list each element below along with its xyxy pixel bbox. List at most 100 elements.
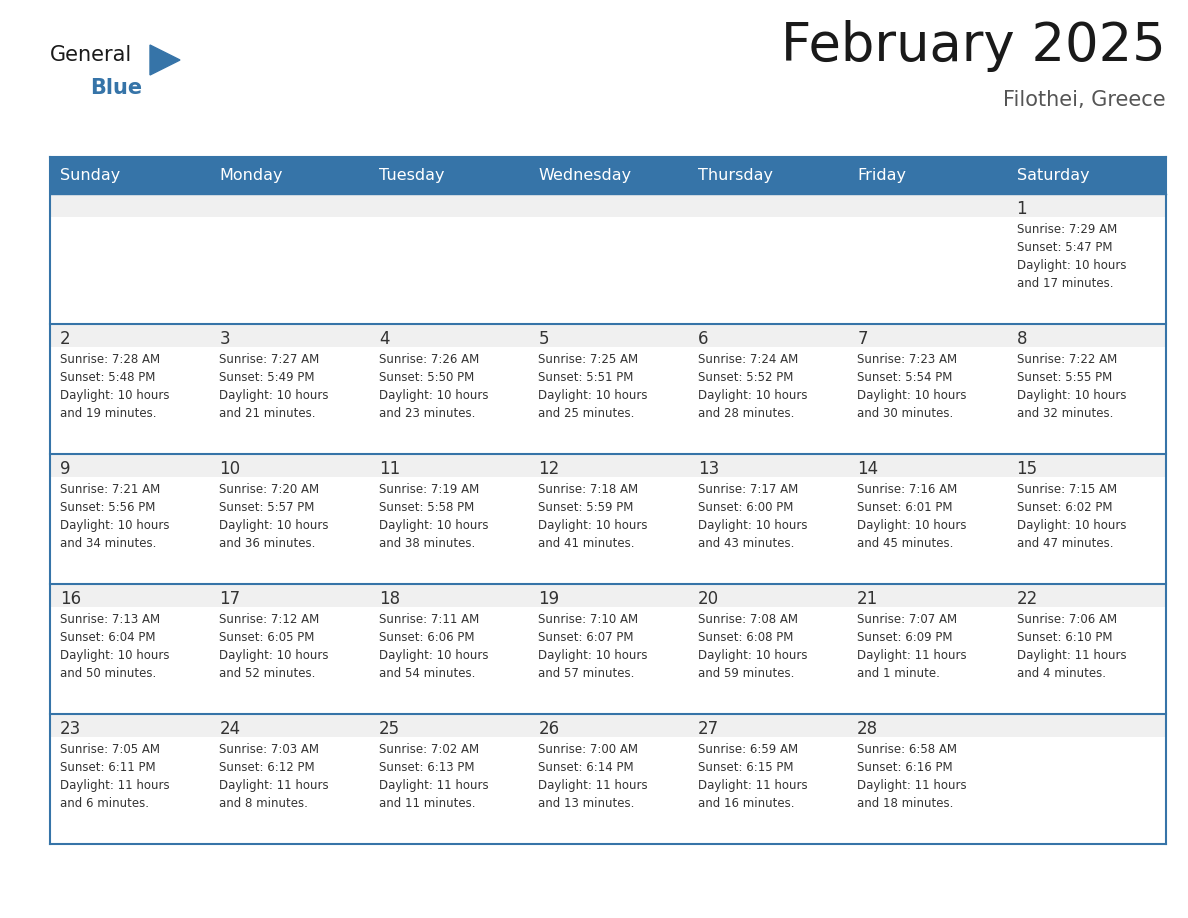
Text: Sunrise: 7:25 AM: Sunrise: 7:25 AM [538, 353, 638, 366]
Text: Sunset: 6:08 PM: Sunset: 6:08 PM [697, 632, 794, 644]
Text: Sunrise: 7:13 AM: Sunrise: 7:13 AM [61, 613, 160, 626]
Text: Filothei, Greece: Filothei, Greece [1004, 90, 1165, 110]
Text: Sunrise: 7:12 AM: Sunrise: 7:12 AM [220, 613, 320, 626]
Text: Sunday: Sunday [61, 168, 120, 183]
Text: Sunrise: 6:59 AM: Sunrise: 6:59 AM [697, 744, 798, 756]
Text: Daylight: 10 hours: Daylight: 10 hours [379, 389, 488, 402]
Text: Sunset: 6:02 PM: Sunset: 6:02 PM [1017, 501, 1112, 514]
Text: 23: 23 [61, 720, 81, 738]
Text: Sunset: 5:55 PM: Sunset: 5:55 PM [1017, 372, 1112, 385]
Text: Tuesday: Tuesday [379, 168, 444, 183]
Text: Sunrise: 7:07 AM: Sunrise: 7:07 AM [858, 613, 958, 626]
Text: Sunrise: 7:29 AM: Sunrise: 7:29 AM [1017, 223, 1117, 237]
Text: Sunrise: 7:23 AM: Sunrise: 7:23 AM [858, 353, 958, 366]
Text: 12: 12 [538, 460, 560, 477]
Text: and 6 minutes.: and 6 minutes. [61, 798, 148, 811]
Bar [50, 714, 1165, 737]
Text: and 36 minutes.: and 36 minutes. [220, 537, 316, 551]
Text: Sunset: 6:16 PM: Sunset: 6:16 PM [858, 761, 953, 775]
Text: Sunrise: 7:06 AM: Sunrise: 7:06 AM [1017, 613, 1117, 626]
Text: 15: 15 [1017, 460, 1037, 477]
Text: Daylight: 11 hours: Daylight: 11 hours [697, 779, 808, 792]
Text: General: General [50, 45, 132, 65]
Text: Daylight: 10 hours: Daylight: 10 hours [61, 649, 170, 663]
Text: and 34 minutes.: and 34 minutes. [61, 537, 157, 551]
Text: Sunset: 5:54 PM: Sunset: 5:54 PM [858, 372, 953, 385]
Text: Sunset: 5:47 PM: Sunset: 5:47 PM [1017, 241, 1112, 254]
Text: and 45 minutes.: and 45 minutes. [858, 537, 954, 551]
Text: Sunrise: 7:21 AM: Sunrise: 7:21 AM [61, 484, 160, 497]
Text: Sunrise: 7:05 AM: Sunrise: 7:05 AM [61, 744, 160, 756]
Text: Sunset: 5:57 PM: Sunset: 5:57 PM [220, 501, 315, 514]
Text: Daylight: 11 hours: Daylight: 11 hours [220, 779, 329, 792]
Text: Daylight: 10 hours: Daylight: 10 hours [538, 649, 647, 663]
Text: Sunset: 6:13 PM: Sunset: 6:13 PM [379, 761, 474, 775]
Text: 4: 4 [379, 330, 390, 348]
Text: and 54 minutes.: and 54 minutes. [379, 667, 475, 680]
Bar [50, 584, 1165, 714]
Text: Sunset: 5:58 PM: Sunset: 5:58 PM [379, 501, 474, 514]
Text: Sunrise: 7:24 AM: Sunrise: 7:24 AM [697, 353, 798, 366]
Text: and 38 minutes.: and 38 minutes. [379, 537, 475, 551]
Text: Sunset: 6:01 PM: Sunset: 6:01 PM [858, 501, 953, 514]
Text: Thursday: Thursday [697, 168, 772, 183]
Text: Sunset: 5:49 PM: Sunset: 5:49 PM [220, 372, 315, 385]
Text: 11: 11 [379, 460, 400, 477]
Text: and 43 minutes.: and 43 minutes. [697, 537, 794, 551]
Text: 8: 8 [1017, 330, 1028, 348]
Text: Daylight: 10 hours: Daylight: 10 hours [697, 389, 807, 402]
Text: and 17 minutes.: and 17 minutes. [1017, 277, 1113, 290]
Text: and 21 minutes.: and 21 minutes. [220, 408, 316, 420]
Text: Sunset: 5:52 PM: Sunset: 5:52 PM [697, 372, 794, 385]
Text: Daylight: 10 hours: Daylight: 10 hours [61, 389, 170, 402]
Text: Sunrise: 7:22 AM: Sunrise: 7:22 AM [1017, 353, 1117, 366]
Text: Daylight: 10 hours: Daylight: 10 hours [1017, 260, 1126, 273]
Text: Saturday: Saturday [1017, 168, 1089, 183]
Text: 6: 6 [697, 330, 708, 348]
Text: 21: 21 [858, 589, 878, 608]
Text: Sunset: 5:48 PM: Sunset: 5:48 PM [61, 372, 156, 385]
Text: and 4 minutes.: and 4 minutes. [1017, 667, 1106, 680]
Text: and 23 minutes.: and 23 minutes. [379, 408, 475, 420]
Text: Sunrise: 6:58 AM: Sunrise: 6:58 AM [858, 744, 958, 756]
Text: and 8 minutes.: and 8 minutes. [220, 798, 309, 811]
Text: and 41 minutes.: and 41 minutes. [538, 537, 634, 551]
Text: and 28 minutes.: and 28 minutes. [697, 408, 794, 420]
Bar [50, 194, 1165, 324]
Text: Daylight: 10 hours: Daylight: 10 hours [697, 649, 807, 663]
Text: Sunset: 6:10 PM: Sunset: 6:10 PM [1017, 632, 1112, 644]
Text: and 25 minutes.: and 25 minutes. [538, 408, 634, 420]
Text: 2: 2 [61, 330, 70, 348]
Text: Sunrise: 7:00 AM: Sunrise: 7:00 AM [538, 744, 638, 756]
Text: Sunrise: 7:08 AM: Sunrise: 7:08 AM [697, 613, 797, 626]
Text: Sunset: 5:56 PM: Sunset: 5:56 PM [61, 501, 156, 514]
Text: Sunrise: 7:10 AM: Sunrise: 7:10 AM [538, 613, 638, 626]
Text: 10: 10 [220, 460, 240, 477]
Text: Sunset: 6:12 PM: Sunset: 6:12 PM [220, 761, 315, 775]
Text: Daylight: 10 hours: Daylight: 10 hours [379, 649, 488, 663]
Text: Sunrise: 7:19 AM: Sunrise: 7:19 AM [379, 484, 479, 497]
Text: 7: 7 [858, 330, 867, 348]
Text: and 32 minutes.: and 32 minutes. [1017, 408, 1113, 420]
Text: Daylight: 10 hours: Daylight: 10 hours [858, 389, 967, 402]
Bar [50, 584, 1165, 608]
Text: Daylight: 10 hours: Daylight: 10 hours [1017, 389, 1126, 402]
Text: 5: 5 [538, 330, 549, 348]
Text: February 2025: February 2025 [782, 20, 1165, 72]
Text: 1: 1 [1017, 200, 1028, 218]
Text: Daylight: 11 hours: Daylight: 11 hours [379, 779, 488, 792]
Text: Sunset: 6:07 PM: Sunset: 6:07 PM [538, 632, 633, 644]
Text: 28: 28 [858, 720, 878, 738]
Text: Daylight: 10 hours: Daylight: 10 hours [61, 520, 170, 532]
Text: Sunrise: 7:26 AM: Sunrise: 7:26 AM [379, 353, 479, 366]
Text: Wednesday: Wednesday [538, 168, 631, 183]
Text: 25: 25 [379, 720, 400, 738]
Bar [50, 157, 1165, 194]
Bar [50, 714, 1165, 844]
Text: Daylight: 11 hours: Daylight: 11 hours [1017, 649, 1126, 663]
Polygon shape [150, 45, 181, 75]
Bar [50, 454, 1165, 477]
Text: Sunset: 6:00 PM: Sunset: 6:00 PM [697, 501, 794, 514]
Text: Sunset: 6:06 PM: Sunset: 6:06 PM [379, 632, 474, 644]
Text: Daylight: 11 hours: Daylight: 11 hours [858, 779, 967, 792]
